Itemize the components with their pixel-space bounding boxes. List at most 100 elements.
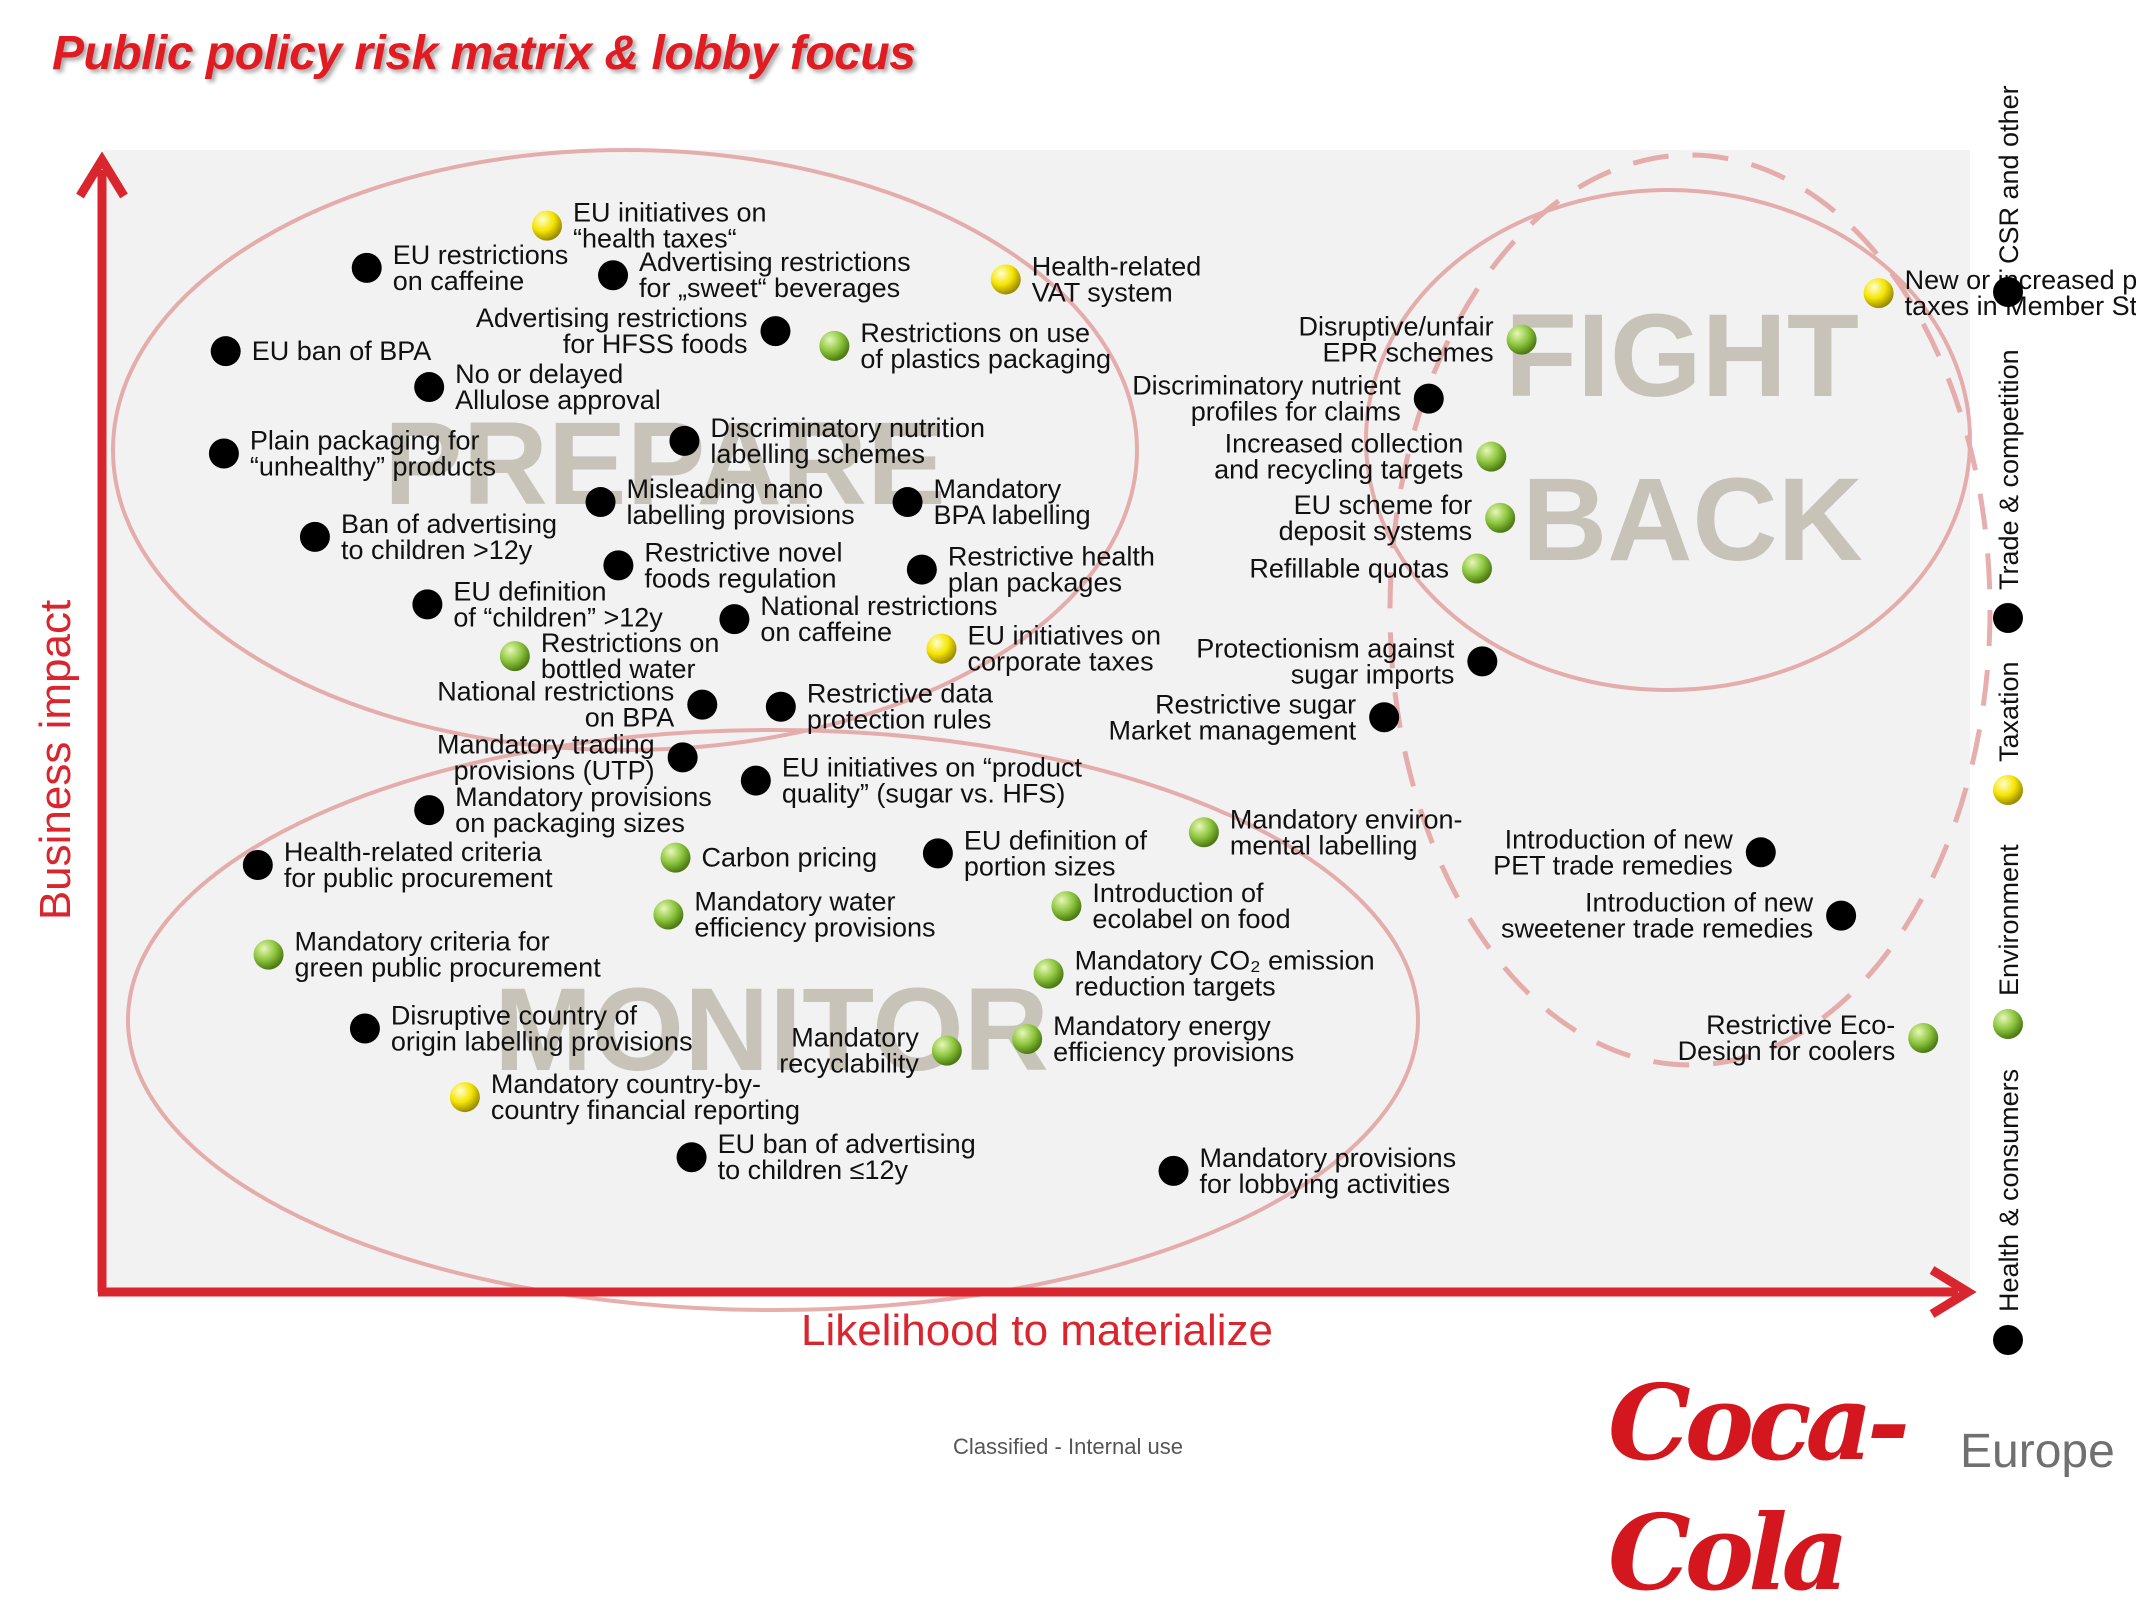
point-mandatory-provisions-for-lobbying-activities: Mandatory provisions for lobbying activit… bbox=[1158, 1143, 1456, 1199]
point-refillable-quotas: Refillable quotas bbox=[1249, 553, 1492, 584]
point-ban-of-advertising-to-children-12y: Ban of advertising to children >12y bbox=[299, 509, 557, 565]
region-label-fight: FIGHT bbox=[1505, 290, 1859, 422]
point-label-restrictions-on-use-of-plastics-packaging: Restrictions on use of plastics packaging bbox=[860, 318, 1111, 374]
point-marker-no-or-delayed-allulose-approval bbox=[414, 372, 445, 403]
point-marker-plain-packaging-for-unhealthy-products bbox=[208, 438, 239, 469]
point-label-carbon-pricing: Carbon pricing bbox=[702, 843, 878, 873]
point-label-eu-scheme-for-deposit-systems: EU scheme for deposit systems bbox=[1279, 490, 1473, 546]
x-axis-arrowhead bbox=[1929, 1266, 1977, 1318]
point-label-restrictive-eco-design-for-coolers: Restrictive Eco-Design for coolers bbox=[1678, 1010, 1896, 1066]
point-marker-restrictive-sugar-market-management bbox=[1369, 702, 1400, 733]
point-label-introduction-of-new-pet-trade-remedies: Introduction of new PET trade remedies bbox=[1493, 824, 1733, 880]
brand-logo-script: Coca-Cola bbox=[1608, 1361, 1910, 1614]
point-marker-introduction-of-ecolabel-on-food bbox=[1051, 891, 1082, 922]
point-mandatory-co-emission-reduction-targets: Mandatory CO₂ emission reduction targets bbox=[1033, 946, 1375, 1002]
point-label-introduction-of-new-sweetener-trade-remedies: Introduction of new sweetener trade remed… bbox=[1501, 888, 1814, 944]
point-restrictive-novel-foods-regulation: Restrictive novel foods regulation bbox=[603, 537, 842, 593]
point-label-mandatory-criteria-for-green-public-procurement: Mandatory criteria for green public procu… bbox=[295, 927, 602, 983]
point-label-mandatory-environ-mental-labelling: Mandatory environ-mental labelling bbox=[1230, 804, 1463, 860]
point-label-increased-collection-and-recycling-targets: Increased collection and recycling target… bbox=[1214, 429, 1463, 485]
point-marker-protectionism-against-sugar-imports bbox=[1467, 646, 1498, 677]
point-marker-mandatory-provisions-on-packaging-sizes bbox=[414, 795, 445, 826]
point-national-restrictions-on-bpa: National restrictions on BPA bbox=[437, 677, 718, 733]
point-mandatory-trading-provisions-utp: Mandatory trading provisions (UTP) bbox=[437, 729, 698, 785]
legend-marker-health-consumers bbox=[1993, 1325, 2023, 1355]
point-health-related-criteria-for-public-procurement: Health-related criteria for public procur… bbox=[242, 837, 553, 893]
point-marker-advertising-restrictions-for-sweet-beverages bbox=[598, 260, 629, 291]
legend-marker-environment bbox=[1993, 1009, 2023, 1039]
point-marker-refillable-quotas bbox=[1461, 553, 1492, 584]
point-label-advertising-restrictions-for-hfss-foods: Advertising restrictions for HFSS foods bbox=[476, 303, 748, 359]
point-restrictions-on-bottled-water: Restrictions on bottled water bbox=[499, 628, 719, 684]
y-axis-title: Business impact bbox=[31, 600, 80, 920]
legend-marker-trade-competition bbox=[1993, 603, 2023, 633]
legend-item-environment: Environment bbox=[1993, 844, 2024, 1039]
point-marker-eu-definition-of-portion-sizes bbox=[922, 838, 953, 869]
point-no-or-delayed-allulose-approval: No or delayed Allulose approval bbox=[414, 359, 661, 415]
point-label-introduction-of-ecolabel-on-food: Introduction of ecolabel on food bbox=[1092, 878, 1290, 934]
y-axis-arrowhead bbox=[76, 151, 128, 199]
region-labels: PREPARE FIGHT BACK MONITOR bbox=[384, 290, 1863, 1096]
point-national-restrictions-on-caffeine: National restrictions on caffeine bbox=[719, 591, 998, 647]
legend-item-health-consumers: Health & consumers bbox=[1993, 1069, 2024, 1355]
point-label-discriminatory-nutrient-profiles-for-claims: Discriminatory nutrient profiles for clai… bbox=[1132, 371, 1401, 427]
point-label-restrictive-novel-foods-regulation: Restrictive novel foods regulation bbox=[644, 537, 842, 593]
classification-footer: Classified - Internal use bbox=[953, 1434, 1183, 1459]
point-label-national-restrictions-on-caffeine: National restrictions on caffeine bbox=[760, 591, 997, 647]
point-protectionism-against-sugar-imports: Protectionism against sugar imports bbox=[1196, 633, 1498, 689]
legend-item-trade-competition: Trade & competition bbox=[1993, 349, 2024, 633]
legend-label-trade-competition: Trade & competition bbox=[1994, 349, 2024, 590]
point-introduction-of-ecolabel-on-food: Introduction of ecolabel on food bbox=[1051, 878, 1291, 934]
legend-item-taxation: Taxation bbox=[1993, 661, 2024, 805]
point-marker-health-related-vat-system bbox=[990, 264, 1021, 295]
point-marker-restrictive-eco-design-for-coolers bbox=[1908, 1022, 1939, 1053]
point-increased-collection-and-recycling-targets: Increased collection and recycling target… bbox=[1214, 429, 1507, 485]
point-label-mandatory-bpa-labelling: Mandatory BPA labelling bbox=[934, 474, 1091, 530]
point-introduction-of-new-sweetener-trade-remedies: Introduction of new sweetener trade remed… bbox=[1501, 888, 1857, 944]
point-marker-discriminatory-nutrient-profiles-for-claims bbox=[1413, 383, 1444, 414]
point-restrictive-sugar-market-management: Restrictive sugar Market management bbox=[1109, 689, 1400, 745]
point-label-national-restrictions-on-bpa: National restrictions on BPA bbox=[437, 677, 674, 733]
region-label-prepare: PREPARE bbox=[384, 398, 946, 530]
data-points: EU initiatives on “health taxes“EU restri… bbox=[208, 198, 2136, 1199]
point-label-refillable-quotas: Refillable quotas bbox=[1249, 554, 1449, 584]
x-axis-title: Likelihood to materialize bbox=[801, 1306, 1273, 1355]
region-outlines bbox=[111, 148, 1993, 1312]
point-label-eu-initiatives-on-corporate-taxes: EU initiatives on corporate taxes bbox=[967, 621, 1161, 677]
point-marker-mandatory-trading-provisions-utp bbox=[667, 742, 698, 773]
point-label-disruptive-unfair-epr-schemes: Disruptive/unfair EPR schemes bbox=[1299, 312, 1494, 368]
point-marker-eu-ban-of-advertising-to-children-12y bbox=[676, 1142, 707, 1173]
point-label-mandatory-water-efficiency-provisions: Mandatory water efficiency provisions bbox=[694, 887, 935, 943]
point-marker-eu-initiatives-on-corporate-taxes bbox=[926, 633, 957, 664]
point-marker-restrictive-data-protection-rules bbox=[765, 691, 796, 722]
point-marker-restrictions-on-bottled-water bbox=[499, 641, 530, 672]
point-mandatory-bpa-labelling: Mandatory BPA labelling bbox=[892, 474, 1091, 530]
chart-title: Public policy risk matrix & lobby focus bbox=[52, 27, 916, 80]
legend-label-environment: Environment bbox=[1994, 844, 2024, 996]
point-label-protectionism-against-sugar-imports: Protectionism against sugar imports bbox=[1196, 633, 1455, 689]
point-marker-misleading-nano-labelling-provisions bbox=[585, 487, 616, 518]
point-label-health-related-criteria-for-public-procurement: Health-related criteria for public procur… bbox=[284, 837, 553, 893]
point-marker-eu-initiatives-on-product-quality-sugar-vs-hfs bbox=[740, 765, 771, 796]
point-label-advertising-restrictions-for-sweet-beverages: Advertising restrictions for „sweet“ beve… bbox=[639, 247, 911, 303]
point-label-health-related-vat-system: Health-related VAT system bbox=[1032, 251, 1202, 307]
point-marker-mandatory-water-efficiency-provisions bbox=[653, 899, 684, 930]
fight-back-outer-dashed-ellipse bbox=[1387, 152, 1993, 1068]
point-label-mandatory-co-emission-reduction-targets: Mandatory CO₂ emission reduction targets bbox=[1075, 946, 1375, 1002]
region-label-monitor: MONITOR bbox=[494, 964, 1049, 1096]
point-label-eu-definition-of-children-12y: EU definition of “children” >12y bbox=[453, 576, 663, 632]
point-eu-restrictions-on-caffeine: EU restrictions on caffeine bbox=[351, 240, 568, 296]
point-marker-increased-collection-and-recycling-targets bbox=[1476, 441, 1507, 472]
point-eu-ban-of-advertising-to-children-12y: EU ban of advertising to children ≤12y bbox=[676, 1129, 976, 1185]
point-label-eu-initiatives-on-health-taxes: EU initiatives on “health taxes“ bbox=[573, 198, 767, 254]
point-marker-eu-definition-of-children-12y bbox=[412, 589, 443, 620]
point-restrictive-eco-design-for-coolers: Restrictive Eco-Design for coolers bbox=[1678, 1010, 1939, 1066]
point-eu-scheme-for-deposit-systems: EU scheme for deposit systems bbox=[1279, 490, 1516, 546]
legend-label-csr-and-other: CSR and other bbox=[1994, 85, 2024, 264]
point-mandatory-criteria-for-green-public-procurement: Mandatory criteria for green public procu… bbox=[253, 927, 602, 983]
point-marker-eu-restrictions-on-caffeine bbox=[351, 252, 382, 283]
point-mandatory-country-by-country-financial-reporting: Mandatory country-by-country financial r… bbox=[449, 1069, 800, 1125]
point-label-restrictive-data-protection-rules: Restrictive data protection rules bbox=[807, 679, 994, 735]
point-label-discriminatory-nutrition-labelling-schemes: Discriminatory nutrition labelling scheme… bbox=[710, 413, 985, 469]
prepare-region-ellipse bbox=[111, 148, 1139, 752]
